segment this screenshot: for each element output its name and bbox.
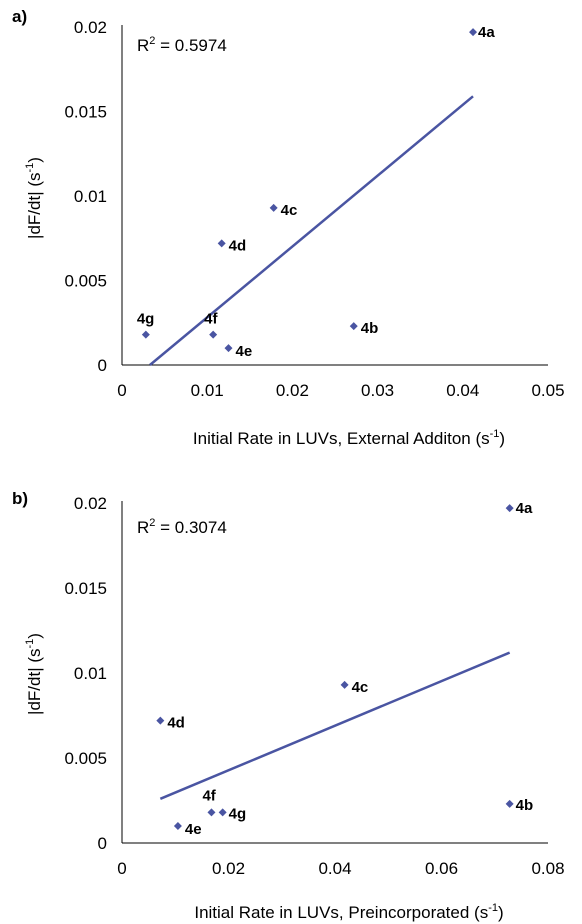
data-point-4e xyxy=(224,344,233,353)
point-label-4a: 4a xyxy=(478,24,495,41)
data-point-4d xyxy=(156,716,165,725)
panel-a: a) R2 = 0.5974 Initial Rate in LUVs, Ext… xyxy=(12,7,565,448)
point-label-4g: 4g xyxy=(137,311,155,328)
data-point-4e xyxy=(173,822,182,830)
data-point-4f xyxy=(209,330,218,339)
data-point-4g xyxy=(218,808,227,817)
x-axis-title: Initial Rate in LUVs, External Additon (… xyxy=(193,428,505,448)
y-tick-label: 0.005 xyxy=(64,272,107,291)
x-tick-label: 0 xyxy=(117,381,126,400)
point-label-4f: 4f xyxy=(204,311,218,328)
x-tick-label: 0 xyxy=(117,859,126,878)
point-label-4e: 4e xyxy=(236,343,253,360)
y-tick-label: 0.015 xyxy=(64,103,107,122)
point-label-4a: 4a xyxy=(516,500,533,517)
y-tick-label: 0.01 xyxy=(74,187,107,206)
x-tick-label: 0.05 xyxy=(531,381,564,400)
y-tick-label: 0.02 xyxy=(74,494,107,513)
data-point-4f xyxy=(207,808,216,817)
x-tick-label: 0.03 xyxy=(361,381,394,400)
y-tick-label: 0.015 xyxy=(64,579,107,598)
point-label-4f: 4f xyxy=(202,787,216,804)
y-tick-label: 0.005 xyxy=(64,749,107,768)
x-axis-title: Initial Rate in LUVs, Preincorporated (s… xyxy=(194,902,503,922)
panel-b: b) R2 = 0.3074 Initial Rate in LUVs, Pre… xyxy=(12,489,565,922)
data-point-4b xyxy=(349,322,358,331)
point-label-4b: 4b xyxy=(516,797,534,814)
point-label-4c: 4c xyxy=(281,202,298,219)
data-point-4c xyxy=(269,203,278,212)
y-tick-label: 0 xyxy=(98,834,107,853)
data-point-4g xyxy=(141,330,150,339)
point-label-4c: 4c xyxy=(352,679,369,696)
y-tick-label: 0.01 xyxy=(74,664,107,683)
r-squared-label: R2 = 0.3074 xyxy=(137,517,227,537)
data-point-4a xyxy=(505,504,514,513)
x-tick-label: 0.02 xyxy=(212,859,245,878)
trendline xyxy=(149,95,474,366)
x-tick-label: 0.06 xyxy=(425,859,458,878)
y-axis-title: |dF/dt| (s-1) xyxy=(24,157,44,239)
data-point-4c xyxy=(340,680,349,689)
point-label-4d: 4d xyxy=(167,715,185,732)
point-label-4d: 4d xyxy=(229,237,247,254)
data-point-4d xyxy=(217,239,226,248)
point-label-4e: 4e xyxy=(185,821,202,838)
x-tick-label: 0.08 xyxy=(531,859,564,878)
panel-label: b) xyxy=(12,489,28,508)
panel-label: a) xyxy=(12,7,27,26)
trendline xyxy=(159,651,511,800)
data-point-4a xyxy=(469,28,478,37)
x-tick-label: 0.04 xyxy=(318,859,351,878)
y-tick-label: 0.02 xyxy=(74,18,107,37)
data-point-4b xyxy=(505,799,514,808)
point-label-4b: 4b xyxy=(361,320,379,337)
point-label-4g: 4g xyxy=(229,805,247,822)
y-axis-title: |dF/dt| (s-1) xyxy=(24,633,44,715)
x-tick-label: 0.01 xyxy=(191,381,224,400)
x-tick-label: 0.04 xyxy=(446,381,479,400)
y-tick-label: 0 xyxy=(98,356,107,375)
x-tick-label: 0.02 xyxy=(276,381,309,400)
r-squared-label: R2 = 0.5974 xyxy=(137,35,227,55)
